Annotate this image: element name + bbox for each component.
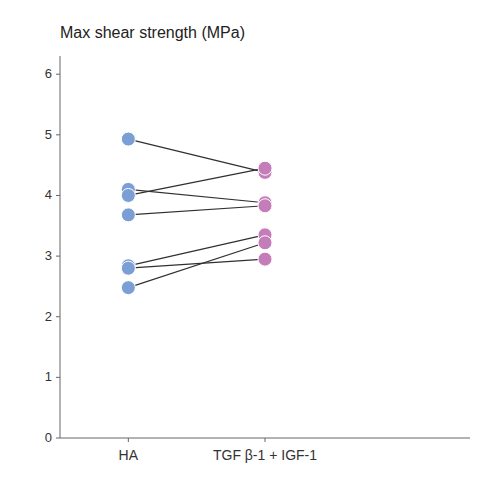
connecting-line — [128, 259, 265, 268]
y-tick — [56, 316, 60, 317]
y-axis-line — [60, 56, 61, 438]
y-tick — [56, 74, 60, 75]
plot-area — [121, 132, 272, 295]
y-tick-label: 3 — [45, 248, 52, 263]
data-point — [258, 252, 272, 266]
chart-svg: Max shear strength (MPa) 0 1 2 3 4 5 6 HA TGF β-1… — [0, 0, 500, 494]
y-tick — [56, 195, 60, 196]
chart-container: Max shear strength (MPa) 0 1 2 3 4 5 6 HA TGF β-1… — [0, 0, 500, 494]
y-tick-label: 0 — [45, 430, 52, 445]
connecting-line — [128, 139, 265, 172]
x-tick — [128, 438, 129, 442]
data-point — [121, 208, 135, 222]
y-tick — [56, 438, 60, 439]
y-tick-label: 2 — [45, 309, 52, 324]
y-tick-label: 4 — [45, 187, 52, 202]
y-tick — [56, 377, 60, 378]
y-tick-label: 5 — [45, 127, 52, 142]
data-point — [258, 236, 272, 250]
chart-title: Max shear strength (MPa) — [60, 24, 245, 41]
x-tick-label: HA — [119, 447, 139, 463]
data-point — [258, 199, 272, 213]
connecting-line — [128, 243, 265, 288]
x-tick — [265, 438, 266, 442]
y-tick — [56, 134, 60, 135]
connecting-line — [128, 168, 265, 195]
data-point — [121, 261, 135, 275]
data-point — [121, 281, 135, 295]
data-point — [121, 132, 135, 146]
y-tick-label: 1 — [45, 369, 52, 384]
y-tick-label: 6 — [45, 66, 52, 81]
y-tick — [56, 256, 60, 257]
connecting-line — [128, 235, 265, 266]
data-point — [258, 161, 272, 175]
x-tick-label: TGF β-1 + IGF-1 — [213, 447, 317, 463]
data-point — [121, 188, 135, 202]
connecting-line — [128, 206, 265, 215]
